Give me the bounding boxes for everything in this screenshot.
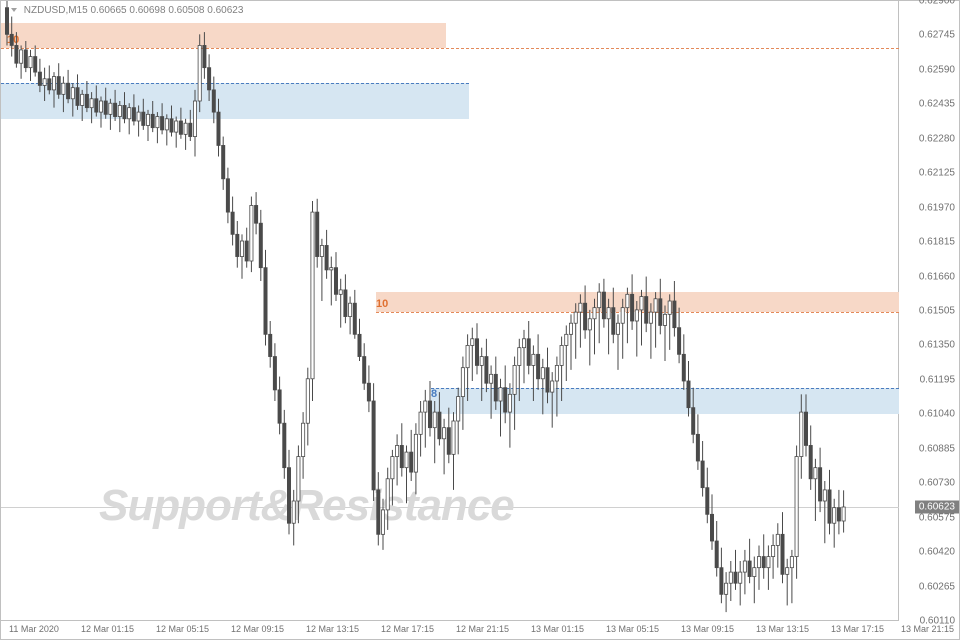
ohlc-c: 0.60623 <box>207 5 243 16</box>
x-tick-label: 13 Mar 01:15 <box>531 624 584 634</box>
x-tick-label: 12 Mar 01:15 <box>81 624 134 634</box>
candlestick-chart <box>1 1 899 621</box>
plot-area[interactable]: NZDUSD,M15 0.60665 0.60698 0.60508 0.606… <box>1 1 899 621</box>
y-tick-label: 0.61040 <box>919 409 955 420</box>
y-tick-label: 0.60265 <box>919 581 955 592</box>
y-tick-label: 0.61660 <box>919 271 955 282</box>
chart-container: NZDUSD,M15 0.60665 0.60698 0.60508 0.606… <box>0 0 960 640</box>
y-tick-label: 0.60575 <box>919 512 955 523</box>
x-tick-label: 13 Mar 05:15 <box>606 624 659 634</box>
y-tick-label: 0.62125 <box>919 168 955 179</box>
x-tick-label: 12 Mar 13:15 <box>306 624 359 634</box>
ohlc-o: 0.60665 <box>90 5 126 16</box>
y-tick-label: 0.62280 <box>919 133 955 144</box>
x-tick-label: 13 Mar 21:15 <box>901 624 954 634</box>
y-tick-label: 0.61505 <box>919 306 955 317</box>
y-tick-label: 0.62900 <box>919 0 955 7</box>
x-tick-label: 11 Mar 2020 <box>9 624 59 634</box>
y-tick-label: 0.61970 <box>919 202 955 213</box>
y-tick-label: 0.61815 <box>919 237 955 248</box>
x-tick-label: 12 Mar 05:15 <box>156 624 209 634</box>
x-tick-label: 13 Mar 09:15 <box>681 624 734 634</box>
y-tick-label: 0.62435 <box>919 99 955 110</box>
y-tick-label: 0.62590 <box>919 64 955 75</box>
x-tick-label: 12 Mar 21:15 <box>456 624 509 634</box>
y-tick-label: 0.62745 <box>919 30 955 41</box>
y-tick-label: 0.60420 <box>919 547 955 558</box>
ohlc-h: 0.60698 <box>129 5 165 16</box>
y-tick-label: 0.60885 <box>919 443 955 454</box>
y-tick-label: 0.61350 <box>919 340 955 351</box>
y-tick-label: 0.60730 <box>919 478 955 489</box>
x-tick-label: 13 Mar 13:15 <box>756 624 809 634</box>
symbol-name: NZDUSD,M15 <box>24 5 88 16</box>
x-tick-label: 12 Mar 17:15 <box>381 624 434 634</box>
ohlc-l: 0.60508 <box>168 5 204 16</box>
symbol-label: NZDUSD,M15 0.60665 0.60698 0.60508 0.606… <box>11 5 243 16</box>
y-tick-label: 0.61195 <box>920 374 955 385</box>
chevron-down-icon[interactable] <box>11 8 17 12</box>
y-axis: 0.60623 0.629000.627450.625900.624350.62… <box>899 1 959 621</box>
x-tick-label: 13 Mar 17:15 <box>831 624 884 634</box>
x-axis: 11 Mar 2020 12 Mar 01:15 12 Mar 05:15 12 Ma… <box>1 621 899 639</box>
x-tick-label: 12 Mar 09:15 <box>231 624 284 634</box>
